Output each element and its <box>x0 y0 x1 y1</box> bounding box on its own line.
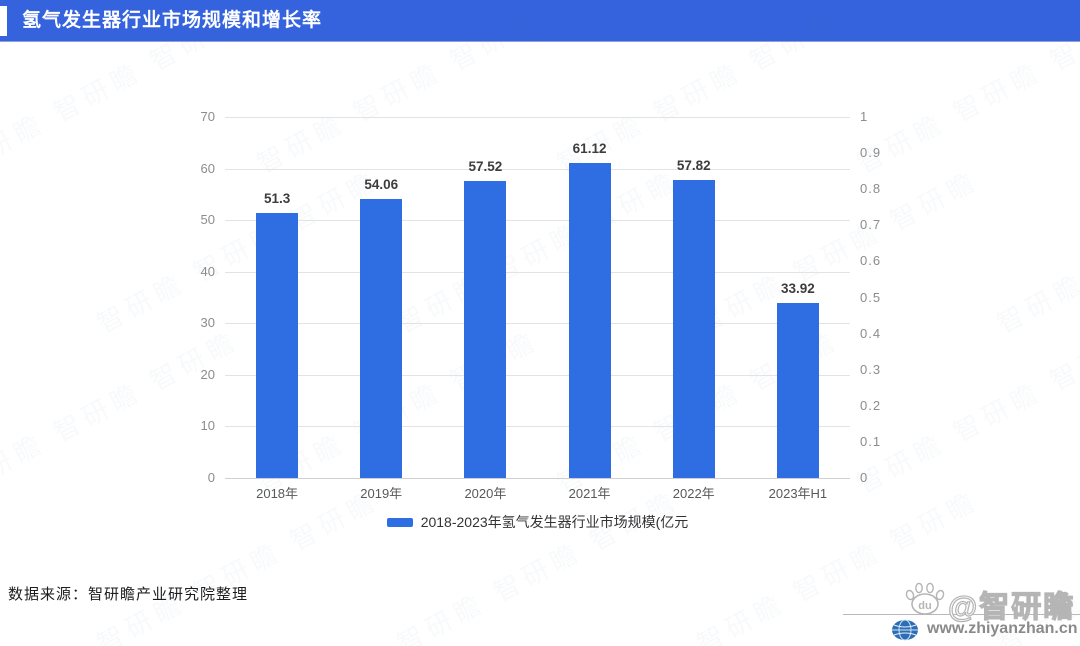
watermark-divider-line <box>843 614 1080 615</box>
bar-value-label-2023年H1: 33.92 <box>781 281 815 297</box>
y-axis-right-label-0.6: 0.6 <box>860 253 882 269</box>
baidu-du-text: du <box>918 600 931 612</box>
legend-label: 2018-2023年氢气发生器行业市场规模(亿元 <box>420 514 689 530</box>
bar-value-label-2021年: 61.12 <box>572 140 607 156</box>
baidu-paw-icon: du <box>902 582 948 621</box>
x-axis-label-2023年H1: 2023年H1 <box>768 486 828 501</box>
title-accent-bar <box>0 6 7 36</box>
gridline-60 <box>225 168 850 170</box>
y-axis-right-label-0.4: 0.4 <box>860 325 882 341</box>
y-axis-right-label-0.5: 0.5 <box>860 289 882 305</box>
bar-2021年 <box>568 162 611 478</box>
y-axis-right-label-0.1: 0.1 <box>860 433 882 449</box>
y-axis-left-label-30: 30 <box>200 315 215 331</box>
bar-value-label-2022年: 57.82 <box>676 157 711 173</box>
x-axis-label-2018年: 2018年 <box>256 486 299 501</box>
gridline-50 <box>225 220 850 222</box>
plot-area: 0 10 20 30 40 50 60 70 0 0.1 0.2 0.3 0.4 0.5 0.6 0.7 0.8… <box>201 109 881 501</box>
globe-icon <box>891 619 919 646</box>
bar-value-label-2019年: 54.06 <box>364 177 399 193</box>
y-axis-right-label-0.8: 0.8 <box>860 181 882 197</box>
bar-2019年 <box>360 199 403 478</box>
y-axis-right-label-1: 1 <box>860 109 869 124</box>
y-axis-right-label-0.7: 0.7 <box>860 217 882 233</box>
bar-value-label-2018年: 51.3 <box>263 191 291 207</box>
gridline-40 <box>225 271 850 273</box>
data-source-note: 数据来源：智研瞻产业研究院整理 <box>8 586 249 603</box>
y-axis-left-label-50: 50 <box>200 212 215 228</box>
y-axis-right-label-0.3: 0.3 <box>860 361 882 377</box>
watermark-pattern-text: 智研瞻 智研瞻 智研瞻 <box>390 480 685 646</box>
gridline-10 <box>225 426 850 428</box>
gridline-0 <box>225 478 850 479</box>
x-axis-label-2021年: 2021年 <box>568 486 611 501</box>
gridline-20 <box>225 374 850 376</box>
y-axis-left-label-10: 10 <box>200 418 215 434</box>
y-axis-right-label-0: 0 <box>860 470 869 485</box>
watermark-pattern-text: 智研瞻 智研瞻 智研瞻 <box>990 160 1080 340</box>
gridline-30 <box>225 323 850 325</box>
x-axis-label-2020年: 2020年 <box>464 486 507 501</box>
y-axis-right-label-0.2: 0.2 <box>860 397 882 413</box>
watermark-pattern-text: 智研瞻 智研瞻 智研瞻 <box>90 480 385 646</box>
y-axis-right-label-0.9: 0.9 <box>860 145 882 161</box>
title-bar: 氢气发生器行业市场规模和增长率 <box>0 0 1080 42</box>
watermark-website: www.zhiyanzhan.cn <box>927 620 1078 637</box>
bar-2022年 <box>672 179 715 478</box>
legend-swatch <box>386 517 413 527</box>
x-axis-label-2022年: 2022年 <box>672 486 715 501</box>
bar-2023年H1 <box>776 303 819 478</box>
y-axis-left-label-0: 0 <box>207 470 215 485</box>
watermark-handle: @智研瞻 <box>947 590 1076 624</box>
page-title: 氢气发生器行业市场规模和增长率 <box>22 10 323 31</box>
x-axis-label-2019年: 2019年 <box>360 486 403 501</box>
gridline-70 <box>225 117 850 118</box>
bar-2020年 <box>464 181 507 478</box>
y-axis-left-label-70: 70 <box>200 109 215 124</box>
bar-2018年 <box>256 213 299 478</box>
y-axis-left-label-40: 40 <box>200 263 215 279</box>
bar-value-label-2020年: 57.52 <box>468 159 503 175</box>
y-axis-left-label-60: 60 <box>200 160 215 176</box>
chart-legend: 2018-2023年氢气发生器行业市场规模(亿元 <box>225 512 850 532</box>
y-axis-left-label-20: 20 <box>200 366 215 382</box>
